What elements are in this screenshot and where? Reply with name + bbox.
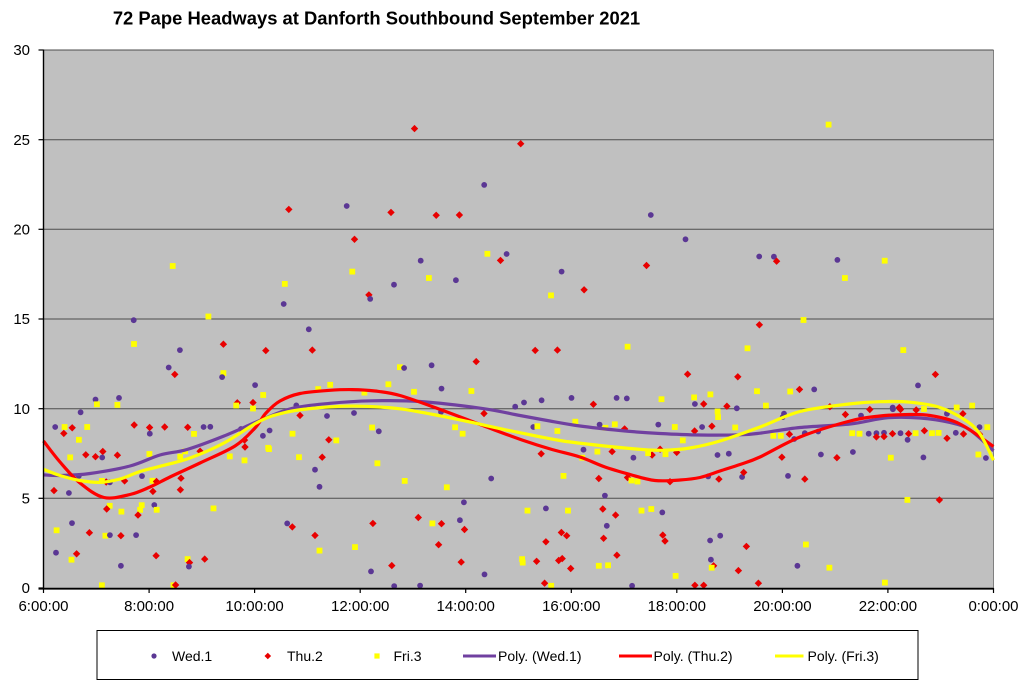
svg-text:14:00:00: 14:00:00 — [437, 598, 495, 615]
svg-text:72 Pape Headways at Danforth S: 72 Pape Headways at Danforth Southbound … — [113, 8, 640, 29]
svg-text:Fri.3: Fri.3 — [394, 648, 422, 664]
svg-text:5: 5 — [22, 491, 30, 508]
svg-text:25: 25 — [13, 132, 30, 149]
svg-text:8:00:00: 8:00:00 — [124, 598, 174, 615]
svg-text:16:00:00: 16:00:00 — [542, 598, 600, 615]
svg-text:30: 30 — [13, 42, 30, 59]
svg-text:22:00:00: 22:00:00 — [859, 598, 917, 615]
svg-text:Poly. (Thu.2): Poly. (Thu.2) — [654, 648, 733, 664]
svg-text:Thu.2: Thu.2 — [287, 648, 323, 664]
svg-text:Poly. (Fri.3): Poly. (Fri.3) — [808, 648, 879, 664]
svg-text:0: 0 — [22, 580, 30, 597]
svg-text:12:00:00: 12:00:00 — [331, 598, 389, 615]
svg-text:Wed.1: Wed.1 — [172, 648, 212, 664]
svg-text:Poly. (Wed.1): Poly. (Wed.1) — [498, 648, 582, 664]
svg-text:18:00:00: 18:00:00 — [648, 598, 706, 615]
svg-text:20: 20 — [13, 222, 30, 239]
svg-text:6:00:00: 6:00:00 — [18, 598, 68, 615]
svg-text:0:00:00: 0:00:00 — [968, 598, 1018, 615]
svg-text:15: 15 — [13, 311, 30, 328]
svg-text:20:00:00: 20:00:00 — [753, 598, 811, 615]
svg-text:10:00:00: 10:00:00 — [225, 598, 283, 615]
svg-text:10: 10 — [13, 401, 30, 418]
